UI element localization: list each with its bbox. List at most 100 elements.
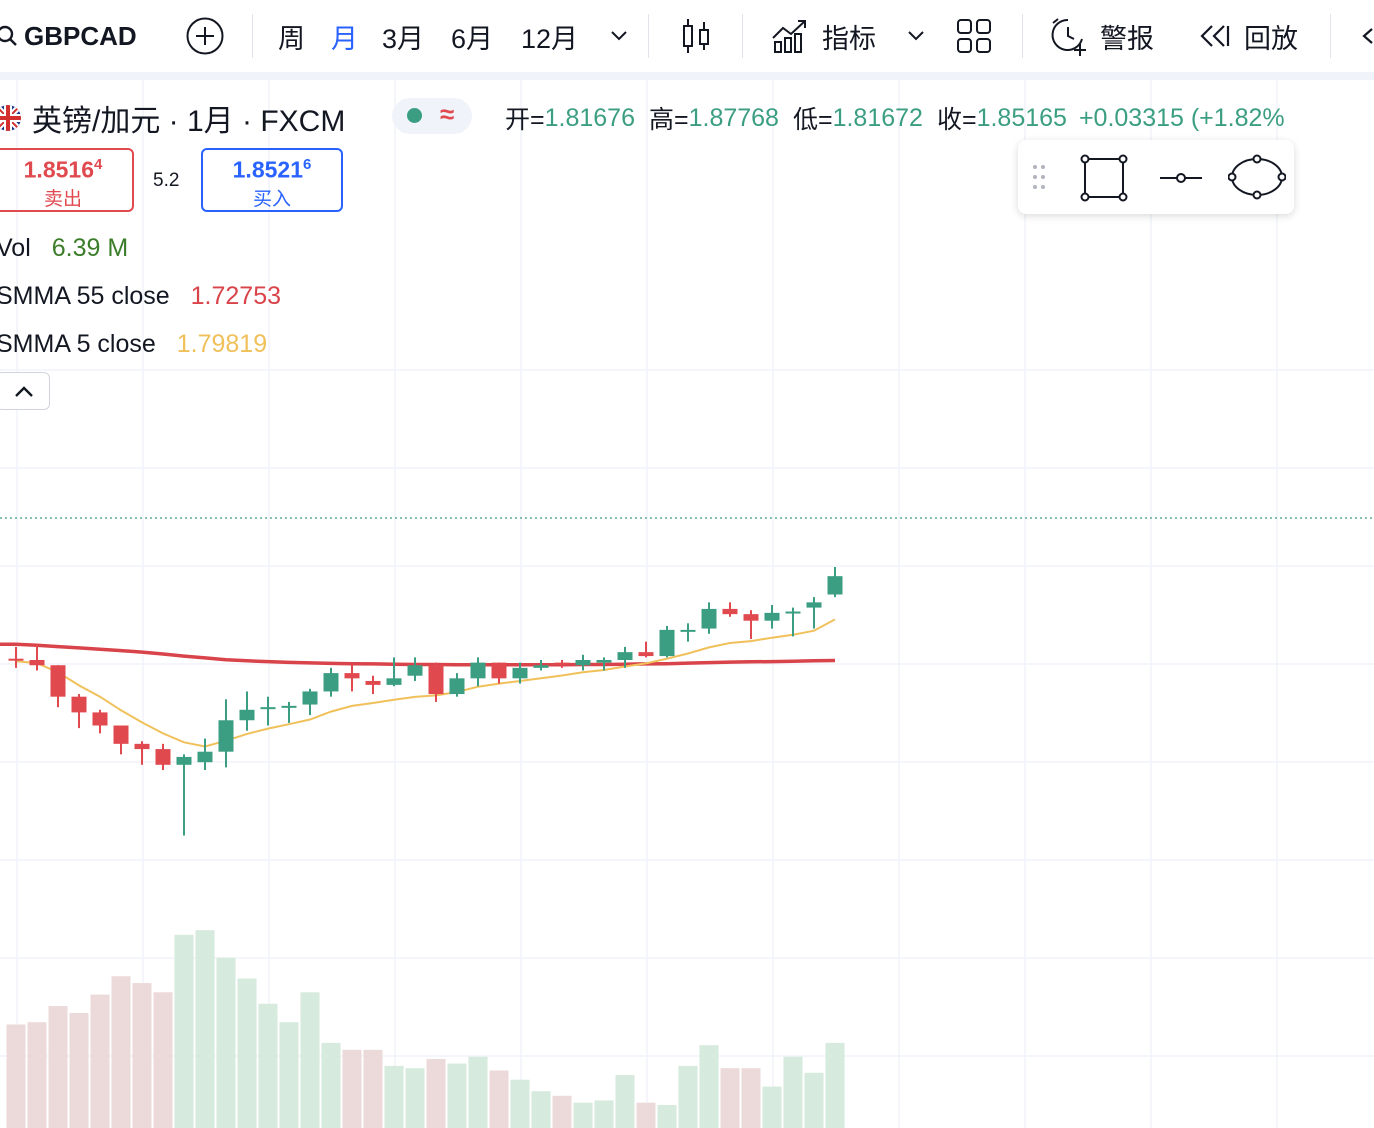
indicators-dropdown[interactable] <box>905 14 927 58</box>
candle <box>680 623 696 642</box>
chevron-up-icon <box>15 386 33 397</box>
grid-layout-icon <box>957 19 991 53</box>
top-toolbar: GBPCAD 周 月 3月 6月 12月 指标 警报 回放 <box>0 0 1374 72</box>
timeframe-12-months[interactable]: 12月 <box>521 23 579 54</box>
timeframe-3-months[interactable]: 3月 <box>382 23 425 54</box>
volume-bar <box>531 1091 551 1128</box>
candles <box>8 566 843 836</box>
change-value: +0.03315 (+1.82% <box>1078 103 1285 132</box>
layout-button[interactable] <box>955 14 993 58</box>
candle <box>92 709 108 734</box>
candle-body <box>323 673 339 692</box>
candle-body <box>701 608 717 629</box>
symbol-search[interactable]: GBPCAD <box>0 14 137 58</box>
volume-bar <box>69 1013 89 1128</box>
volume-bar <box>132 983 152 1128</box>
candle-body <box>512 667 528 679</box>
close-value: 1.85165 <box>976 103 1067 132</box>
volume-value: 6.39 M <box>51 234 129 262</box>
volume-bar <box>741 1068 761 1128</box>
market-status-pill[interactable]: ≈ <box>392 98 472 134</box>
volume-bar <box>195 930 215 1128</box>
high-value: 1.87768 <box>688 103 779 132</box>
smma55-legend[interactable]: SMMA 55 close 1.72753 <box>0 282 281 311</box>
candle-body <box>218 720 234 752</box>
undo-icon <box>1362 28 1373 44</box>
candle-body <box>575 660 591 666</box>
rectangle-tool-icon[interactable] <box>1080 154 1128 202</box>
volume-bar <box>342 1049 362 1128</box>
candle-body <box>533 665 549 668</box>
chart-legend: 英镑/加元 · 1月 · FXCM <box>0 96 345 140</box>
candle-body <box>428 665 444 695</box>
volume-bar <box>447 1063 467 1128</box>
candle-body <box>113 725 129 744</box>
market-open-dot <box>407 108 422 123</box>
candle <box>617 646 633 668</box>
volume-bar <box>258 1003 278 1128</box>
candle <box>176 754 192 836</box>
timeframe-month[interactable]: 月 <box>331 23 358 54</box>
replay-button[interactable]: 回放 <box>1198 14 1298 58</box>
price-chart[interactable] <box>0 80 1374 1128</box>
candle <box>386 657 402 687</box>
volume-bar <box>321 1042 341 1128</box>
drawing-toolbar <box>1018 140 1294 214</box>
indicators-icon <box>772 20 806 53</box>
volume-bar <box>636 1102 656 1128</box>
timeframe-6-months[interactable]: 6月 <box>451 23 494 54</box>
candle-body <box>197 751 213 763</box>
candle-body <box>155 749 171 765</box>
candle <box>197 738 213 771</box>
candle <box>533 660 549 671</box>
candle-body <box>638 652 654 657</box>
candle-body <box>806 602 822 608</box>
candle-body <box>92 712 108 726</box>
candle-body <box>8 658 24 661</box>
candle <box>659 625 675 658</box>
candle <box>701 602 717 634</box>
high-key: 高= <box>648 106 689 134</box>
volume-bar <box>573 1102 593 1128</box>
candle-body <box>386 678 402 685</box>
timeframe-dropdown[interactable] <box>608 14 630 58</box>
volume-bar <box>678 1065 698 1128</box>
candle <box>218 699 234 768</box>
volume-label: Vol <box>0 234 31 262</box>
candle-body <box>71 696 87 713</box>
candle-body <box>470 662 486 679</box>
open-value: 1.81676 <box>544 103 635 132</box>
volume-bar <box>468 1056 488 1128</box>
ellipse-tool-icon[interactable] <box>1228 154 1286 200</box>
ohlc-values: 开= 1.81676 高= 1.87768 低= 1.81672 收= 1.85165 … <box>505 100 1285 136</box>
volume-bar <box>300 992 320 1128</box>
candle <box>785 607 801 637</box>
open-key: 开= <box>505 106 545 134</box>
sell-button[interactable]: 1.85164 卖出 <box>0 148 134 212</box>
volume-bar <box>594 1100 614 1128</box>
horizontal-ray-icon[interactable] <box>1158 168 1204 188</box>
volume-bar <box>426 1059 446 1128</box>
candle <box>365 675 381 695</box>
alerts-button[interactable]: 警报 <box>1048 14 1154 58</box>
volume-bar <box>111 976 131 1128</box>
buy-button[interactable]: 1.85216 买入 <box>201 148 343 212</box>
candle-body <box>176 756 192 765</box>
candle <box>827 566 843 598</box>
drag-handle-icon[interactable] <box>1032 164 1046 190</box>
candle <box>71 694 87 729</box>
indicators-button[interactable]: 指标 <box>770 14 876 58</box>
volume-bar <box>27 1022 47 1128</box>
undo-button[interactable] <box>1358 14 1374 58</box>
timeframe-week[interactable]: 周 <box>278 23 305 54</box>
add-symbol-button[interactable] <box>185 14 225 58</box>
smma5-line <box>15 618 836 748</box>
chart-grid <box>0 80 1374 1128</box>
candle <box>113 725 129 755</box>
collapse-legend-button[interactable] <box>0 372 50 410</box>
candle-body <box>344 673 360 679</box>
chart-type-button[interactable] <box>678 14 714 58</box>
volume-bar <box>825 1042 845 1128</box>
volume-legend[interactable]: Vol 6.39 M <box>0 234 128 263</box>
smma5-legend[interactable]: SMMA 5 close 1.79819 <box>0 330 267 359</box>
